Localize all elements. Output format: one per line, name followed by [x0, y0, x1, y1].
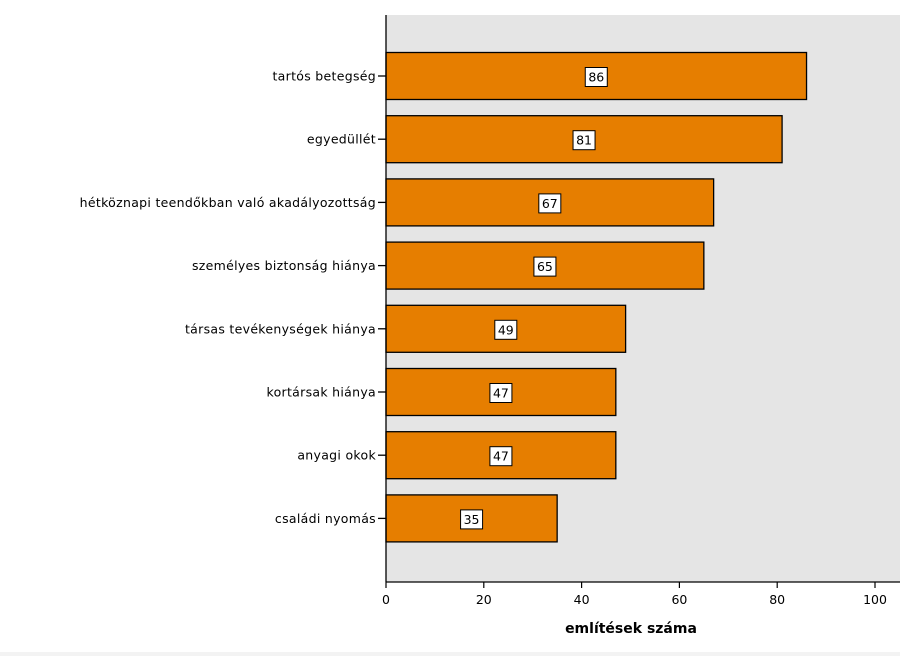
- data-label-box: [489, 446, 513, 467]
- x-axis: 0 20 40 60 80 100: [382, 581, 900, 607]
- data-label: 86: [588, 70, 604, 85]
- data-label: 81: [576, 133, 592, 148]
- data-label: 35: [464, 512, 480, 527]
- category-label: hétköznapi teendőkban való akadályozotts…: [80, 195, 376, 210]
- x-axis-title: említések száma: [565, 621, 697, 637]
- data-label: 49: [498, 322, 514, 337]
- data-labels-layer: 86 81 67 65 49 47 47 35: [460, 67, 608, 530]
- category-label: egyedüllét: [307, 132, 376, 147]
- x-tick-label: 0: [382, 592, 390, 607]
- x-tick-label: 80: [769, 592, 785, 607]
- category-label: személyes biztonság hiánya: [192, 258, 376, 273]
- data-label: 65: [537, 259, 553, 274]
- data-label-box: [538, 193, 562, 214]
- data-label: 47: [493, 386, 509, 401]
- data-label: 47: [493, 449, 509, 464]
- x-tick-label: 100: [863, 592, 887, 607]
- data-label-box: [584, 67, 608, 87]
- data-label-box: [533, 256, 557, 277]
- category-label: családi nyomás: [275, 511, 376, 526]
- x-tick-label: 40: [574, 592, 590, 607]
- x-tick-label: 20: [476, 592, 492, 607]
- data-label-box: [489, 383, 513, 403]
- data-label-box: [572, 130, 596, 151]
- category-label: tartós betegség: [272, 69, 376, 84]
- category-label: anyagi okok: [297, 448, 376, 463]
- category-label: kortársak hiánya: [267, 385, 377, 400]
- data-label-box: [460, 509, 484, 530]
- y-axis: tartós betegség egyedüllét hétköznapi teen…: [80, 15, 387, 582]
- data-label: 67: [542, 196, 558, 211]
- category-label: társas tevékenységek hiánya: [185, 321, 376, 336]
- plot-background: [386, 15, 900, 582]
- data-label-box: [494, 319, 518, 340]
- x-tick-label: 60: [671, 592, 687, 607]
